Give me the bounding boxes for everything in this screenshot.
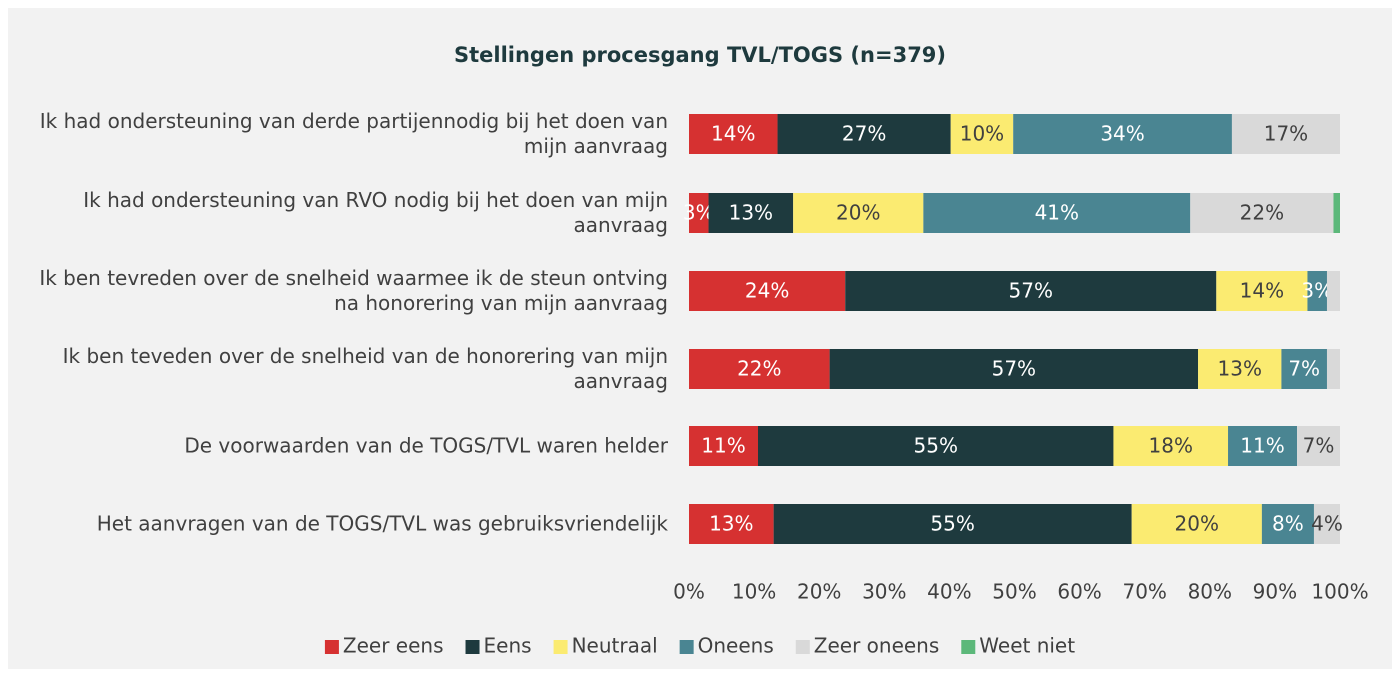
value-label: 4% (1311, 512, 1343, 536)
bar-segment (1013, 114, 1232, 154)
value-label: 41% (1035, 201, 1079, 225)
bar-segment (1281, 349, 1327, 389)
bar-segment (923, 193, 1191, 233)
bar-segment (689, 271, 846, 311)
x-tick-label: 100% (1311, 580, 1368, 604)
bar-segment (1131, 504, 1262, 544)
bar-segment (793, 193, 924, 233)
value-label: 7% (1303, 434, 1335, 458)
legend-swatch (679, 640, 694, 654)
bar-segment (689, 349, 830, 389)
x-tick-label: 90% (1253, 580, 1297, 604)
category-label: Ik ben teveden over de snelheid van de h… (62, 344, 668, 393)
value-label: 11% (701, 434, 745, 458)
value-label: 57% (1009, 279, 1053, 303)
x-tick-label: 30% (862, 580, 906, 604)
value-label: 55% (930, 512, 974, 536)
value-label: 24% (745, 279, 789, 303)
bar-segment (1231, 114, 1340, 154)
x-tick-label: 70% (1122, 580, 1166, 604)
bar-segment (777, 114, 951, 154)
legend-swatch (324, 640, 339, 654)
category-label: Het aanvragen van de TOGS/TVL was gebrui… (96, 511, 668, 536)
bar-segment (1307, 271, 1327, 311)
bar-segment (1228, 426, 1298, 466)
bar-segment (1198, 349, 1282, 389)
x-tick-label: 10% (732, 580, 776, 604)
chart-area: Stellingen procesgang TVL/TOGS (n=379) 0… (8, 8, 1392, 669)
bar-segment (1216, 271, 1308, 311)
value-label: 10% (960, 122, 1004, 146)
chart-title: Stellingen procesgang TVL/TOGS (n=379) (454, 43, 946, 67)
legend-swatch (553, 640, 568, 654)
value-label: 7% (1288, 357, 1320, 381)
category-label: Ik had ondersteuning van RVO nodig bij h… (83, 188, 668, 237)
x-tick-label: 60% (1057, 580, 1101, 604)
chart: Stellingen procesgang TVL/TOGS (n=379) 0… (324, 43, 1369, 658)
value-label: 20% (836, 201, 880, 225)
x-tick-label: 0% (673, 580, 705, 604)
value-label: 55% (914, 434, 958, 458)
value-label: 14% (1240, 279, 1284, 303)
x-tick-label: 50% (992, 580, 1036, 604)
value-label: 13% (729, 201, 773, 225)
bar-segment (1326, 271, 1340, 311)
value-label: 57% (992, 357, 1036, 381)
bar-segment (773, 504, 1132, 544)
legend-label: Eens (484, 634, 532, 658)
value-label: 27% (842, 122, 886, 146)
x-tick-label: 80% (1188, 580, 1232, 604)
bar-segment (1333, 193, 1340, 233)
category-label: Ik ben tevreden over de snelheid waarmee… (39, 266, 668, 315)
value-label: 34% (1100, 122, 1144, 146)
bar-segment (708, 193, 794, 233)
bar-segment (689, 426, 759, 466)
x-tick-label: 40% (927, 580, 971, 604)
legend-label: Zeer oneens (814, 634, 940, 658)
bar-segment (689, 114, 778, 154)
legend-label: Weet niet (979, 634, 1075, 658)
bar-segment (1313, 504, 1340, 544)
legend-label: Zeer eens (343, 634, 444, 658)
legend-swatch (465, 640, 480, 654)
bar-segment (758, 426, 1114, 466)
legend-swatch (961, 640, 976, 654)
value-label: 22% (737, 357, 781, 381)
legend-label: Neutraal (572, 634, 658, 658)
value-label: 20% (1175, 512, 1219, 536)
category-label: Ik had ondersteuning van derde partijenn… (39, 109, 668, 158)
bar-segment (829, 349, 1199, 389)
value-label: 17% (1264, 122, 1308, 146)
bar-segment (950, 114, 1014, 154)
bar-segment (1261, 504, 1314, 544)
bar-segment (1326, 349, 1340, 389)
value-label: 18% (1149, 434, 1193, 458)
bar-segment (845, 271, 1217, 311)
legend-label: Oneens (698, 634, 774, 658)
category-label: De voorwaarden van de TOGS/TVL waren hel… (184, 433, 668, 458)
bar-segment (1190, 193, 1334, 233)
bar-segment (1113, 426, 1229, 466)
x-tick-label: 20% (797, 580, 841, 604)
value-label: 8% (1272, 512, 1304, 536)
legend-swatch (795, 640, 810, 654)
value-label: 22% (1240, 201, 1284, 225)
bar-segment (1297, 426, 1340, 466)
bar-segment (689, 504, 774, 544)
bar-segment (689, 193, 709, 233)
value-label: 11% (1240, 434, 1284, 458)
value-label: 13% (709, 512, 753, 536)
value-label: 14% (711, 122, 755, 146)
value-label: 13% (1218, 357, 1262, 381)
